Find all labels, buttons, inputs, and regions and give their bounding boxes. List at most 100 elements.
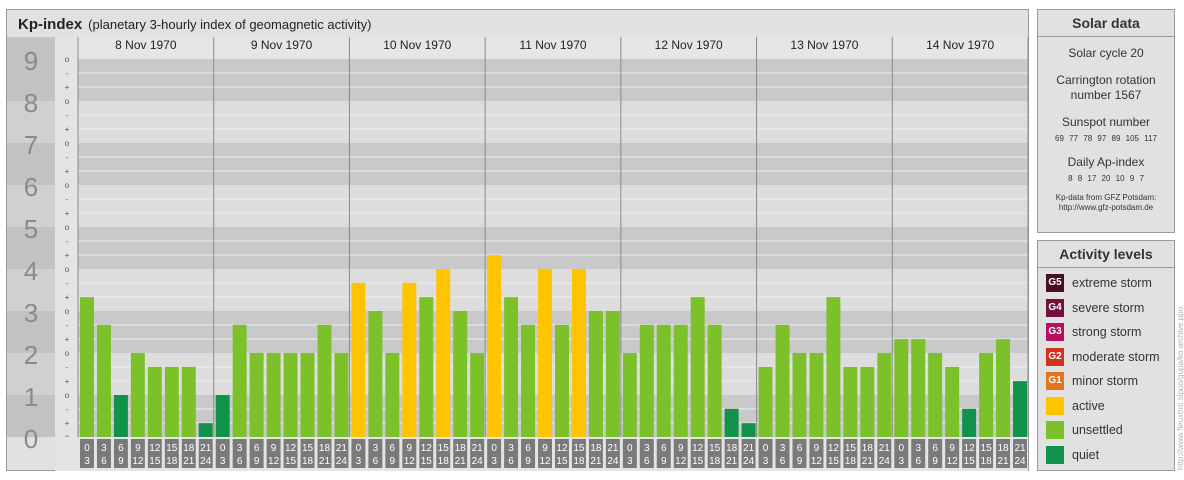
minor-tick-label: + — [65, 125, 70, 134]
kp-bar — [724, 408, 739, 437]
hour-start-label: 3 — [644, 443, 650, 454]
kp-bar — [470, 353, 485, 437]
hour-start-label: 21 — [1014, 443, 1026, 454]
minor-tick-label: + — [65, 335, 70, 344]
legend-label: minor storm — [1072, 374, 1138, 388]
hour-cell — [181, 439, 196, 468]
hour-cell — [996, 439, 1011, 468]
hour-cell — [487, 439, 502, 468]
hour-cell — [80, 439, 94, 468]
kp-bar — [928, 353, 943, 437]
legend-swatch: G4 — [1046, 298, 1064, 317]
kp-bar — [198, 423, 213, 437]
y-tick-label-8: 8 — [24, 88, 38, 118]
hour-cell — [911, 439, 926, 468]
minor-tick-label: - — [66, 363, 69, 372]
kp-bar — [487, 255, 502, 437]
hour-end-label: 15 — [964, 456, 976, 467]
minor-tick-label: + — [65, 419, 70, 428]
kp-bar — [521, 324, 536, 437]
hour-start-label: 12 — [828, 443, 840, 454]
minor-tick-label: - — [66, 195, 69, 204]
hour-start-label: 12 — [692, 443, 704, 454]
hour-start-label: 18 — [726, 443, 738, 454]
hour-cell — [96, 439, 111, 468]
gfz-credit-line1: Kp-data from GFZ Potsdam: — [1055, 193, 1157, 202]
hour-start-label: 15 — [573, 443, 585, 454]
hour-cell — [130, 439, 145, 468]
y-tick-label-0: 0 — [24, 424, 38, 454]
hour-start-label: 15 — [166, 443, 178, 454]
sunspot-title: Sunspot number — [1061, 115, 1151, 129]
hour-cell — [809, 439, 824, 468]
hour-end-label: 21 — [862, 456, 874, 467]
hour-end-label: 12 — [675, 456, 687, 467]
legend-item-extreme-storm: G5 extreme storm — [1046, 274, 1152, 292]
kp-bar — [605, 311, 620, 437]
kp-bar — [266, 353, 281, 437]
minor-tick-label: + — [65, 251, 70, 260]
hour-end-label: 3 — [220, 456, 226, 467]
legend-item-minor-storm: G1 minor storm — [1046, 372, 1138, 390]
day-label: 14 Nov 1970 — [926, 38, 994, 52]
hour-start-label: 3 — [508, 443, 514, 454]
hour-end-label: 24 — [743, 456, 755, 467]
minor-tick-label: + — [65, 377, 70, 386]
kp-bar — [249, 353, 264, 437]
hour-end-label: 9 — [661, 456, 667, 467]
hour-cell — [232, 439, 247, 468]
kp-bar — [147, 366, 162, 437]
hour-start-label: 9 — [949, 443, 955, 454]
hour-end-label: 18 — [709, 456, 721, 467]
minor-tick-label: - — [66, 405, 69, 414]
hour-start-label: 18 — [183, 443, 195, 454]
kp-bar — [571, 269, 586, 437]
hour-start-label: 9 — [407, 443, 413, 454]
legend-swatch — [1046, 421, 1064, 439]
hour-end-label: 15 — [421, 456, 433, 467]
hour-cell — [385, 439, 400, 468]
y-tick-label-7: 7 — [24, 130, 38, 160]
hour-cell — [147, 439, 162, 468]
hour-end-label: 24 — [607, 456, 619, 467]
hour-end-label: 6 — [644, 456, 650, 467]
hour-start-label: 6 — [797, 443, 803, 454]
kp-band-2 — [78, 311, 1028, 353]
kp-bar — [96, 324, 111, 437]
kp-bar — [402, 282, 417, 437]
hour-end-label: 3 — [356, 456, 362, 467]
hour-cell — [266, 439, 281, 468]
minor-tick-label: - — [66, 321, 69, 330]
hour-cell — [979, 439, 994, 468]
chart-title: Kp-index — [18, 16, 83, 33]
hour-end-label: 18 — [302, 456, 314, 467]
hour-end-label: 12 — [811, 456, 823, 467]
hour-start-label: 6 — [390, 443, 396, 454]
hour-end-label: 9 — [254, 456, 260, 467]
legend-item-quiet: quiet — [1046, 445, 1099, 464]
hour-cell — [164, 439, 179, 468]
kp-band-7 — [78, 101, 1028, 143]
hour-cell — [249, 439, 264, 468]
hour-cell — [334, 439, 349, 468]
hour-cell — [741, 439, 756, 468]
minor-tick-label: o — [65, 349, 70, 358]
kp-bar — [843, 366, 858, 437]
kp-bar — [758, 366, 773, 437]
minor-tick-label: - — [66, 69, 69, 78]
hour-start-label: 0 — [627, 443, 633, 454]
minor-tick-label: + — [65, 83, 70, 92]
kp-bar — [639, 324, 654, 437]
hour-start-label: 12 — [421, 443, 433, 454]
hour-cell — [521, 439, 536, 468]
hour-cell — [707, 439, 722, 468]
hour-end-label: 12 — [268, 456, 280, 467]
day-label: 13 Nov 1970 — [790, 38, 858, 52]
hour-end-label: 18 — [573, 456, 585, 467]
legend-item-unsettled: unsettled — [1046, 421, 1123, 439]
kp-band-5 — [78, 185, 1028, 227]
hour-end-label: 21 — [726, 456, 738, 467]
kp-chart: 0123456789o+-o+-o+-o+-o+-o+-o+-o+-o+-o8 … — [7, 37, 1029, 471]
activity-levels-panel: Activity levels G5 extreme storm G4 severe … — [1037, 240, 1175, 471]
kp-bar — [215, 395, 230, 437]
